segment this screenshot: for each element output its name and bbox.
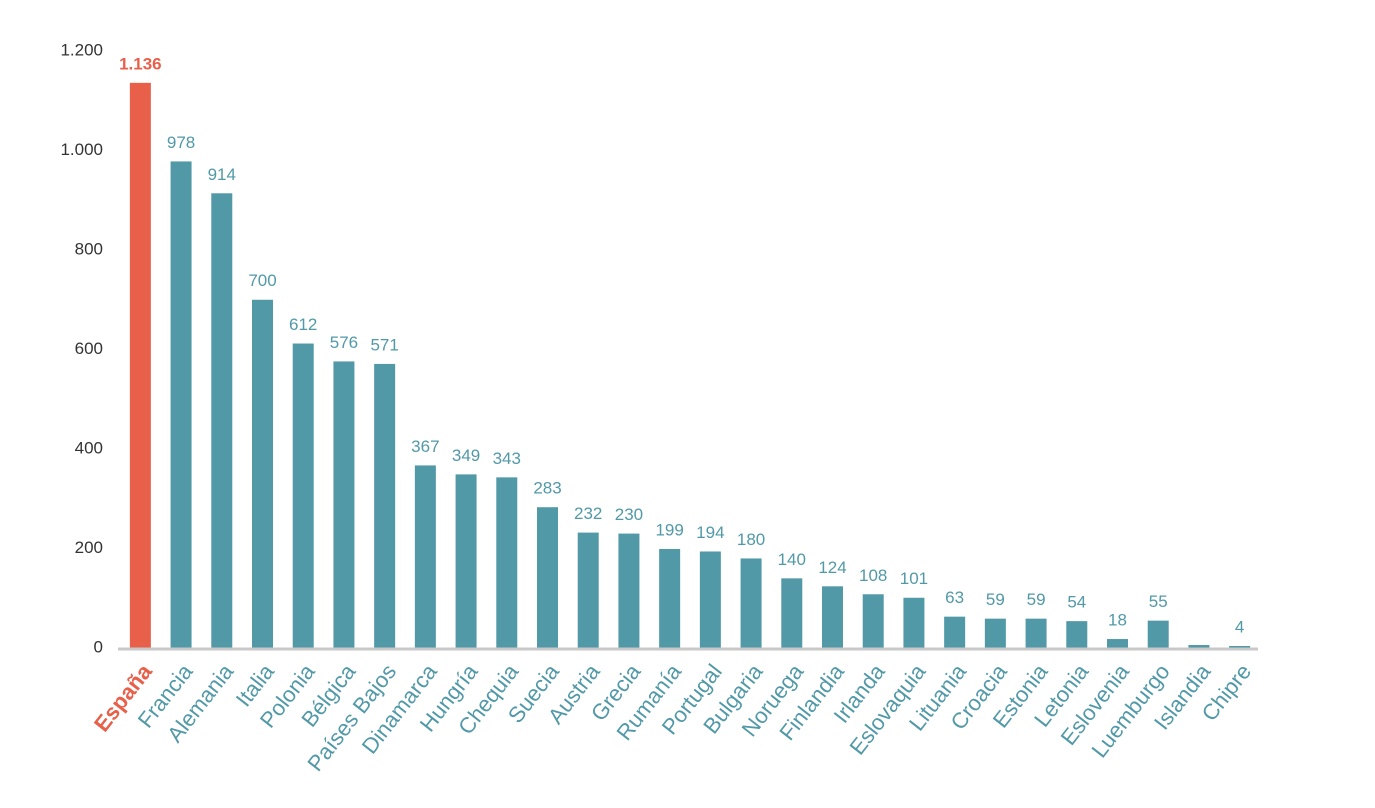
value-label: 108 [859,566,887,585]
bar [1188,645,1210,648]
y-tick-label: 600 [75,339,103,358]
value-label: 199 [655,520,683,539]
y-tick-label: 200 [75,538,103,557]
bar [455,474,477,648]
bar [740,558,762,648]
value-label: 59 [986,590,1005,609]
value-label: 700 [248,271,276,290]
value-label: 914 [208,165,236,184]
bar [374,363,396,648]
bar [862,594,884,648]
bar [414,465,436,648]
bar [211,193,233,648]
bar [699,551,721,648]
bar [1107,639,1128,648]
value-label: 4 [1235,617,1244,636]
value-label: 283 [533,479,561,498]
value-label: 232 [574,504,602,523]
value-label: 230 [615,505,643,524]
value-label: 1.136 [119,54,162,73]
y-tick-label: 1.200 [60,40,103,59]
value-label: 59 [1027,590,1046,609]
bar [292,343,314,648]
bar [781,578,803,648]
value-label: 124 [818,558,846,577]
bar [577,532,599,648]
bar [944,616,966,648]
bar [618,533,640,648]
value-label: 180 [737,530,765,549]
y-tick-label: 400 [75,438,103,457]
value-label: 343 [493,449,521,468]
bar [129,82,151,649]
bar [822,586,843,648]
bar [496,477,518,648]
value-label: 571 [370,335,398,354]
bar [333,361,355,648]
y-tick-label: 1.000 [60,140,103,159]
bar [659,548,681,648]
y-tick-label: 800 [75,239,103,258]
value-label: 367 [411,437,439,456]
value-label: 978 [167,133,195,152]
value-label: 54 [1067,593,1086,612]
bar [252,299,273,648]
bar [903,597,925,648]
bar [1147,620,1169,648]
value-label: 18 [1108,611,1127,630]
y-tick-label: 0 [94,637,103,656]
value-label: 612 [289,315,317,334]
bar [1025,618,1047,648]
value-label: 63 [945,588,964,607]
value-label: 101 [900,569,928,588]
bar [984,618,1006,648]
value-label: 55 [1149,592,1168,611]
value-label: 576 [330,333,358,352]
bar [170,161,192,648]
value-label: 194 [696,523,724,542]
value-label: 349 [452,446,480,465]
bar [1229,646,1251,648]
bar [1066,621,1088,648]
value-label: 140 [778,550,806,569]
bar [537,507,558,648]
